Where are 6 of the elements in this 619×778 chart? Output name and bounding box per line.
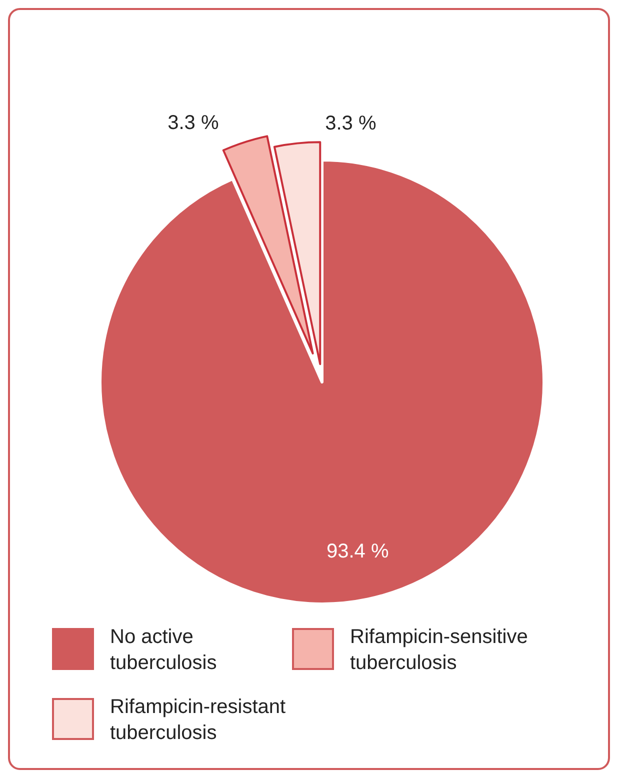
data-label: 3.3 % [325,112,376,134]
legend-label: Rifampicin-sensitive tuberculosis [350,625,529,676]
legend-label: Rifampicin-resistant tuberculosis [110,695,287,746]
data-label: 3.3 % [168,112,219,134]
legend-label: No active tuberculosis [110,625,218,676]
data-label: 93.4 % [326,540,389,562]
